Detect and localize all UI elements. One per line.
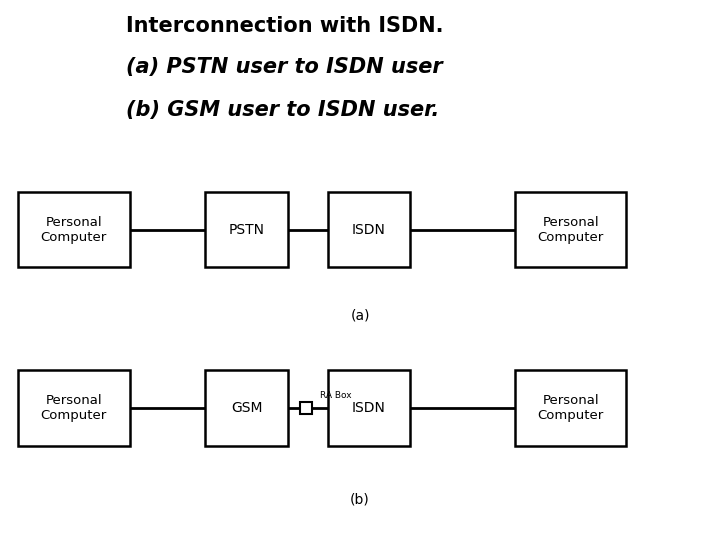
Bar xyxy=(515,370,626,446)
Text: Personal
Computer: Personal Computer xyxy=(40,394,107,422)
Text: ISDN: ISDN xyxy=(352,222,386,237)
Text: (a) PSTN user to ISDN user: (a) PSTN user to ISDN user xyxy=(126,57,443,77)
Bar xyxy=(328,370,410,446)
Text: PSTN: PSTN xyxy=(228,222,265,237)
Bar xyxy=(328,192,410,267)
Text: Personal
Computer: Personal Computer xyxy=(537,394,604,422)
Text: (a): (a) xyxy=(350,309,370,323)
Text: GSM: GSM xyxy=(231,401,262,415)
Text: Personal
Computer: Personal Computer xyxy=(537,215,604,244)
Bar xyxy=(205,370,288,446)
Text: (b) GSM user to ISDN user.: (b) GSM user to ISDN user. xyxy=(126,100,439,120)
Text: Personal
Computer: Personal Computer xyxy=(40,215,107,244)
Bar xyxy=(515,192,626,267)
Bar xyxy=(300,402,312,414)
Bar xyxy=(18,370,130,446)
Text: RA Box: RA Box xyxy=(320,390,351,400)
Bar xyxy=(18,192,130,267)
Text: Interconnection with ISDN.: Interconnection with ISDN. xyxy=(126,16,444,36)
Bar xyxy=(205,192,288,267)
Text: ISDN: ISDN xyxy=(352,401,386,415)
Text: (b): (b) xyxy=(350,492,370,507)
